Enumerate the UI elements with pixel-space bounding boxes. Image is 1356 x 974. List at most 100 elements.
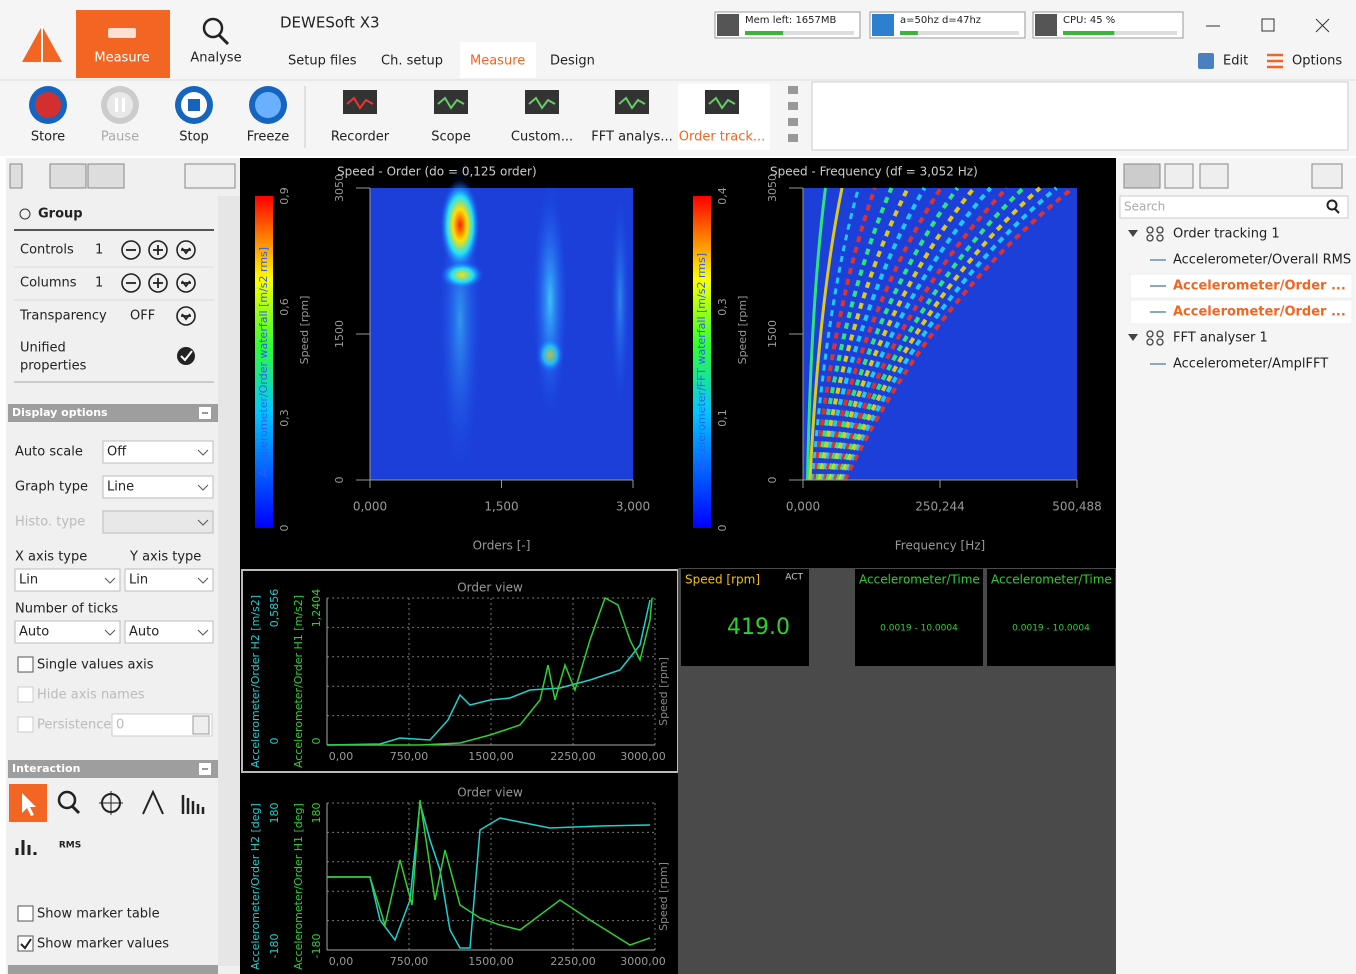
colorbar-tick: 0 bbox=[278, 525, 291, 532]
tree-item[interactable]: Order tracking 1 bbox=[1173, 227, 1280, 242]
side-tool-icon[interactable] bbox=[788, 102, 798, 110]
checkbox bbox=[18, 687, 33, 702]
side-tool-icon[interactable] bbox=[788, 86, 798, 94]
label: Y axis type bbox=[129, 550, 201, 565]
colorbar-tick: 0,4 bbox=[716, 187, 729, 205]
status-bar-fill bbox=[900, 31, 918, 35]
heatmap bbox=[370, 188, 633, 480]
checkbox-label: Show marker values bbox=[37, 937, 169, 952]
y2-axis-label: Speed [rpm] bbox=[657, 657, 670, 726]
y-tick-label: -180 bbox=[268, 934, 281, 959]
y-axis-label: Speed [rpm] bbox=[298, 296, 311, 365]
instrument-button[interactable]: Scope bbox=[431, 130, 471, 145]
tree-item[interactable]: Accelerometer/Order ... bbox=[1173, 305, 1346, 320]
panel-tab[interactable] bbox=[10, 164, 22, 188]
tree-item[interactable]: Accelerometer/Overall RMS bbox=[1173, 253, 1351, 268]
y-axis-label: Accelerometer/Order H1 [m/s2] bbox=[292, 595, 305, 768]
panel-tab[interactable] bbox=[1200, 164, 1228, 188]
analyse-tab[interactable]: Analyse bbox=[190, 51, 241, 66]
plot-title: Order view bbox=[457, 786, 523, 800]
heat-band bbox=[532, 180, 568, 420]
heat-peak bbox=[440, 261, 484, 289]
label: Unified bbox=[20, 341, 66, 356]
y-tick-label: 180 bbox=[310, 803, 323, 824]
x-tick-label: 750,00 bbox=[390, 955, 429, 968]
menu-tab[interactable]: Ch. setup bbox=[381, 54, 443, 69]
label: Controls bbox=[20, 243, 74, 258]
scrollbar bbox=[218, 196, 240, 966]
y-tick-label: 0 bbox=[268, 738, 281, 745]
toolbar-button[interactable]: Store bbox=[31, 130, 65, 145]
y-tick-label: 0 bbox=[333, 477, 346, 484]
side-tool-icon[interactable] bbox=[788, 134, 798, 142]
panel-tab[interactable] bbox=[50, 164, 86, 188]
checkbox[interactable] bbox=[18, 657, 33, 672]
instrument-button[interactable]: FFT analys... bbox=[591, 130, 672, 145]
colorbar-tick: 0,6 bbox=[278, 298, 291, 316]
x-tick-label: 1500,00 bbox=[468, 955, 514, 968]
panel-tab[interactable] bbox=[88, 164, 124, 188]
pause-bar bbox=[122, 98, 125, 112]
toolbar-button[interactable]: Freeze bbox=[247, 130, 289, 145]
label: Graph type bbox=[15, 480, 88, 495]
colorbar-tick: 0 bbox=[716, 525, 729, 532]
y-tick-label: 1,2404 bbox=[310, 589, 323, 628]
checkbox-label: Show marker table bbox=[37, 907, 160, 922]
toolbar-button[interactable]: Pause bbox=[101, 130, 139, 145]
spin-buttons bbox=[193, 716, 209, 734]
label: 1 bbox=[95, 243, 103, 258]
meter-value: 419.0 bbox=[727, 615, 790, 640]
x-tick-label: 0,000 bbox=[353, 500, 387, 514]
x-tick-label: 3000,00 bbox=[620, 750, 666, 763]
tree-item[interactable]: Accelerometer/Order ... bbox=[1173, 279, 1346, 294]
menu-tab[interactable]: Design bbox=[550, 54, 595, 69]
colorbar-label: Accelerometer/Order waterfall [m/s2 rms] bbox=[257, 247, 270, 477]
y-tick-label: 1500 bbox=[766, 320, 779, 348]
plot-title: Speed - Frequency (df = 3,052 Hz) bbox=[770, 165, 978, 179]
instrument-button[interactable]: Recorder bbox=[331, 130, 390, 145]
meter-value: 0.0019 - 10.0004 bbox=[880, 624, 958, 634]
menu-tab[interactable]: Setup files bbox=[288, 54, 357, 69]
search-placeholder: Search bbox=[1124, 200, 1165, 214]
toolbar-icon-inner bbox=[107, 92, 133, 118]
y-axis-label: Accelerometer/Order H2 [deg] bbox=[249, 803, 262, 970]
combo-value: Auto bbox=[129, 625, 159, 640]
spin-value: 0 bbox=[116, 718, 124, 733]
heat-peak bbox=[440, 180, 480, 270]
section-title: Display options bbox=[12, 406, 108, 419]
panel-tab[interactable] bbox=[185, 164, 235, 188]
combo-value: Off bbox=[107, 445, 127, 460]
checkbox[interactable] bbox=[18, 906, 33, 921]
label: 1 bbox=[95, 276, 103, 291]
panel-tab[interactable] bbox=[1312, 164, 1342, 188]
tool-rms: RMS bbox=[59, 841, 81, 851]
panel-tab[interactable] bbox=[1124, 164, 1160, 188]
meter-mode: ACT bbox=[785, 573, 803, 583]
plot-title: Order view bbox=[457, 581, 523, 595]
edit-button[interactable]: Edit bbox=[1223, 54, 1248, 69]
options-button[interactable]: Options bbox=[1292, 54, 1342, 69]
status-icon bbox=[1035, 14, 1057, 36]
colorbar-tick: 0,3 bbox=[716, 298, 729, 316]
side-tool-icon[interactable] bbox=[788, 118, 798, 126]
panel-tab[interactable] bbox=[1165, 164, 1193, 188]
y-tick-label: 0 bbox=[310, 738, 323, 745]
instrument-button[interactable]: Custom... bbox=[511, 130, 573, 145]
check-button[interactable] bbox=[177, 347, 195, 365]
x-axis-label: Frequency [Hz] bbox=[895, 539, 986, 553]
colorbar-tick: 0,9 bbox=[278, 187, 291, 205]
tree-item[interactable]: Accelerometer/AmplFFT bbox=[1173, 357, 1328, 372]
label: properties bbox=[20, 359, 87, 374]
colorbar-label: Accelerometer/FFT waterfall [m/s2 rms] bbox=[695, 253, 708, 471]
info-box bbox=[812, 82, 1348, 150]
y-tick-label: 0,5856 bbox=[268, 589, 281, 628]
measure-tab[interactable]: Measure bbox=[94, 51, 149, 66]
toolbar-button[interactable]: Stop bbox=[179, 130, 209, 145]
x-tick-label: 1,500 bbox=[484, 500, 518, 514]
tree-item[interactable]: FFT analyser 1 bbox=[1173, 331, 1268, 346]
combo-box bbox=[103, 511, 213, 533]
section-header bbox=[8, 965, 218, 974]
instrument-button[interactable]: Order track... bbox=[679, 130, 766, 145]
measure-tab-bg[interactable] bbox=[76, 10, 170, 78]
menu-tab[interactable]: Measure bbox=[470, 54, 525, 69]
